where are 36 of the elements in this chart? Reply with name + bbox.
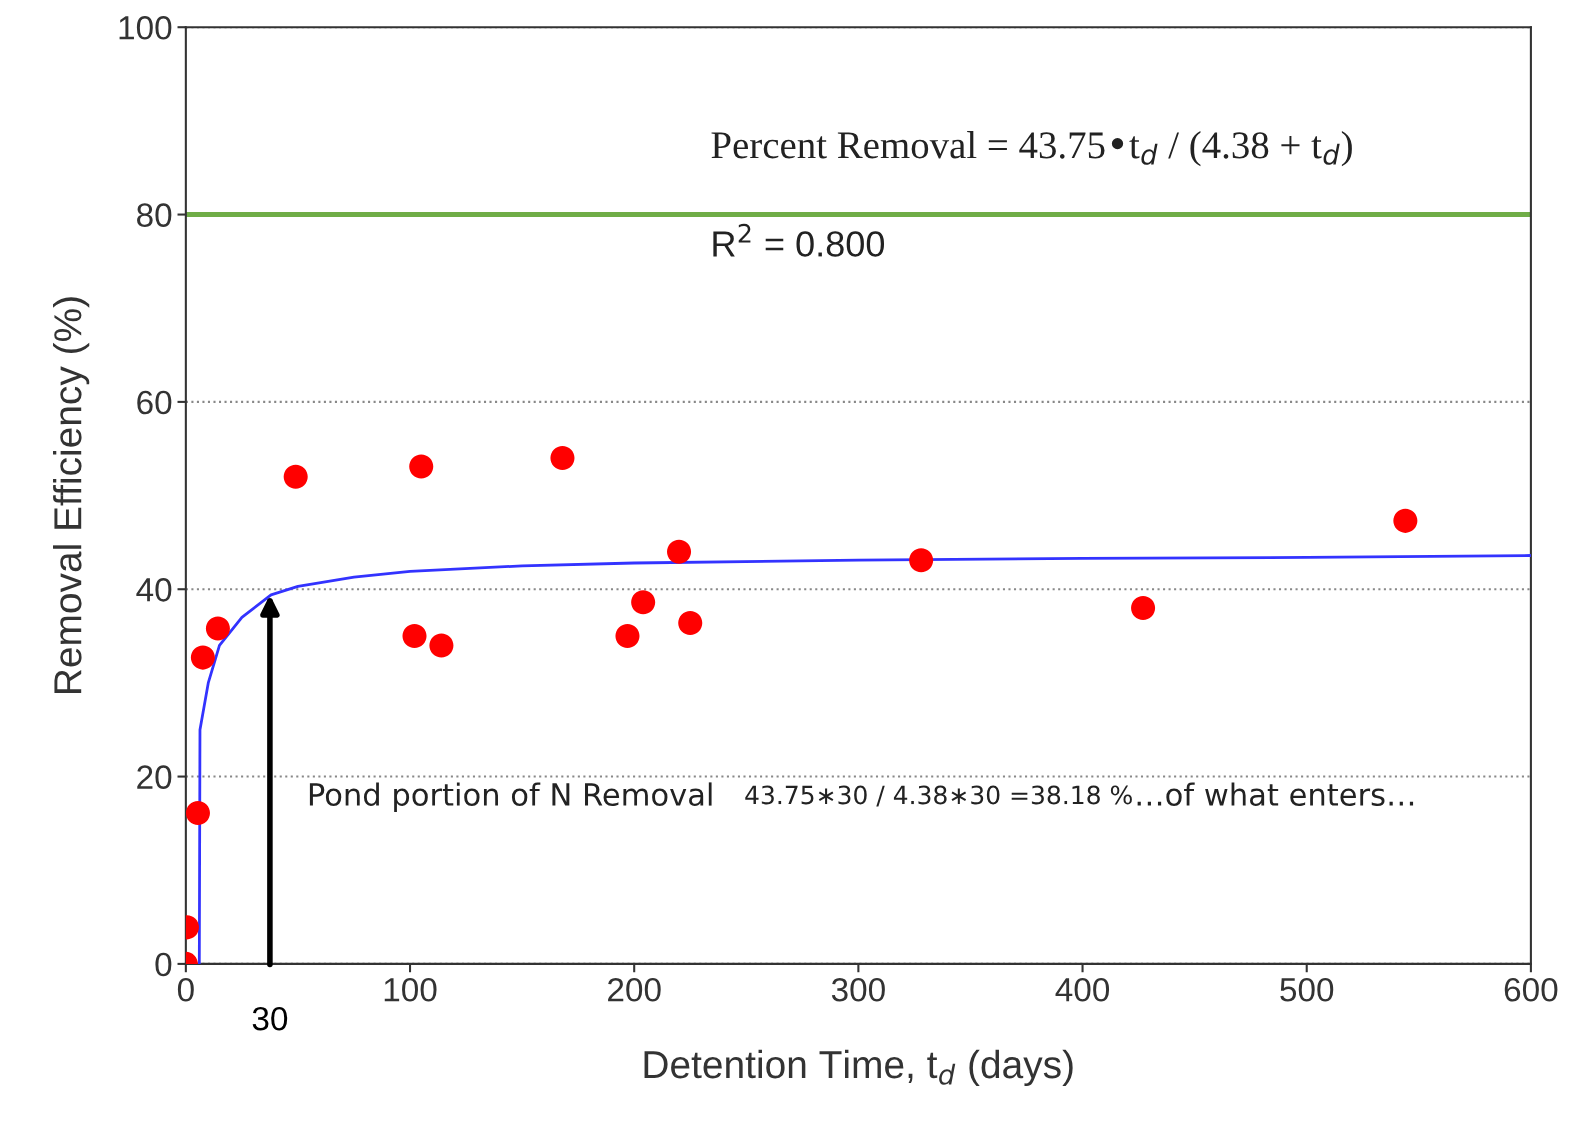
y-tick-label: 0: [155, 952, 172, 977]
point: [667, 539, 692, 564]
point: [190, 645, 215, 670]
point: [909, 548, 934, 573]
annotation: 43.75∗30 / 4.38∗30 =38.18 %: [745, 785, 1132, 807]
annotation: 30: [252, 1006, 288, 1031]
annotation: Percent Removal = 43.75•t$_{d}$ / (4.38 + t$_{d}$): [711, 131, 1352, 167]
x-tick-label: 200: [608, 977, 661, 1002]
annotation: …of what enters…: [1137, 782, 1414, 807]
y-tick-label: 100: [119, 16, 172, 40]
point: [550, 446, 575, 471]
point: [1131, 595, 1156, 620]
point: [615, 624, 640, 649]
point: [409, 454, 434, 479]
y-tick-label: 20: [137, 765, 172, 789]
point: [205, 616, 230, 641]
annotation: Pond portion of N Removal: [309, 782, 712, 812]
x-tick-label: 600: [1504, 977, 1558, 1002]
x-tick-label: 100: [384, 977, 437, 1002]
point: [185, 801, 210, 826]
point: [402, 624, 427, 649]
point: [631, 590, 656, 615]
y-tick-label: 40: [136, 578, 172, 602]
point: [283, 464, 308, 489]
y-axis-title: Removal Efficiency (%): [53, 297, 90, 693]
point: [1393, 508, 1418, 533]
x-axis-title: Detention Time, t$_{d}$ (days): [644, 1049, 1073, 1087]
x-tick-label: 0: [177, 977, 194, 1002]
annotation: R$^{2}$ = 0.800: [713, 223, 885, 257]
point: [429, 633, 454, 658]
x-tick-label: 400: [1055, 977, 1110, 1002]
x-tick-label: 300: [831, 977, 885, 1002]
x-tick-label: 500: [1280, 977, 1334, 1002]
y-tick-label: 80: [137, 203, 172, 227]
point: [678, 610, 703, 635]
y-tick-label: 60: [137, 390, 172, 415]
